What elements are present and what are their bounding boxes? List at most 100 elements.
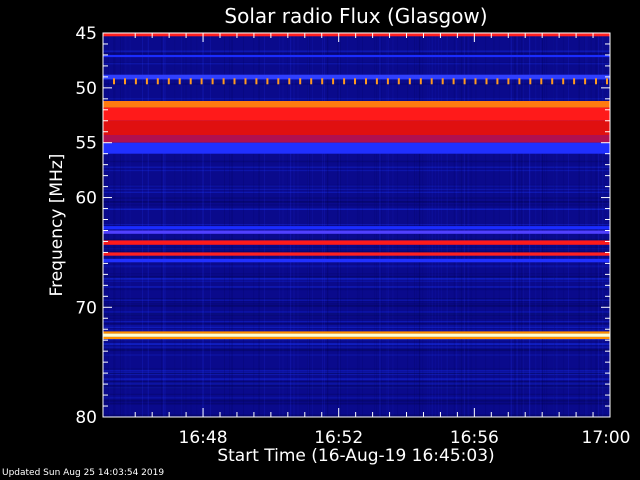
noise-column [163, 33, 164, 417]
noise-column [203, 33, 205, 417]
noise-streak [103, 62, 610, 63]
noise-column [469, 33, 471, 417]
periodic-spike [485, 78, 488, 85]
y-axis-label-unit: MHz [47, 160, 67, 196]
noise-streak [103, 301, 610, 302]
noise-column [243, 33, 244, 417]
noise-column [202, 33, 203, 417]
noise-column [541, 33, 543, 417]
emission-band [103, 120, 610, 136]
noise-column [510, 33, 511, 417]
x-tick-label: 16:48 [179, 428, 228, 448]
noise-streak [103, 373, 610, 376]
emission-band [103, 252, 610, 256]
periodic-spike [134, 78, 137, 85]
noise-column [375, 33, 377, 417]
periodic-spike [310, 78, 313, 85]
noise-column [282, 33, 284, 417]
noise-column [523, 33, 524, 417]
emission-band [103, 107, 610, 121]
noise-column [163, 33, 165, 417]
noise-streak [103, 311, 610, 313]
noise-column [514, 33, 516, 417]
noise-column [446, 33, 448, 417]
noise-column [464, 33, 465, 417]
periodic-spike [233, 78, 236, 85]
noise-streak [103, 248, 610, 250]
periodic-spike [167, 78, 170, 85]
noise-streak [103, 321, 610, 323]
noise-column [590, 33, 592, 417]
noise-column [553, 33, 555, 417]
noise-column [340, 33, 341, 417]
noise-column [556, 33, 558, 417]
noise-streak [103, 302, 610, 305]
noise-column [416, 33, 418, 417]
noise-column [327, 33, 329, 417]
noise-streak [103, 277, 610, 280]
periodic-spike [595, 78, 597, 85]
noise-column [114, 33, 116, 417]
noise-column [456, 33, 458, 417]
periodic-spike [408, 78, 411, 85]
noise-column [542, 33, 544, 417]
noise-streak [103, 286, 610, 288]
noise-streak [103, 305, 610, 307]
noise-column [397, 33, 398, 417]
noise-streak [103, 368, 610, 370]
noise-column [516, 33, 518, 417]
noise-streak [103, 288, 610, 291]
noise-column [125, 33, 127, 417]
noise-column [231, 33, 233, 417]
noise-streak [103, 185, 610, 187]
noise-column [181, 33, 183, 417]
noise-column [392, 33, 394, 417]
noise-column [109, 33, 110, 417]
noise-column [586, 33, 588, 417]
noise-column [509, 33, 511, 417]
update-timestamp: Updated Sun Aug 25 14:03:54 2019 [2, 468, 165, 478]
noise-streak [103, 265, 610, 268]
periodic-spike [321, 78, 324, 85]
noise-column [459, 33, 461, 417]
periodic-spike [365, 78, 367, 85]
noise-column [544, 33, 545, 417]
periodic-spike [375, 78, 378, 85]
noise-column [346, 33, 348, 417]
noise-streak [103, 170, 610, 172]
noise-column [174, 33, 176, 417]
periodic-spike [463, 78, 466, 85]
noise-column [253, 33, 255, 417]
noise-streak [103, 250, 610, 253]
noise-streak [103, 325, 610, 327]
periodic-spike [419, 78, 422, 85]
noise-streak [103, 345, 610, 347]
noise-column [164, 33, 166, 417]
noise-column [356, 33, 358, 417]
noise-column [380, 33, 382, 417]
noise-column [607, 33, 609, 417]
y-tick-label: 45 [75, 24, 97, 44]
noise-column [418, 33, 420, 417]
noise-column [142, 33, 143, 417]
noise-column [120, 33, 121, 417]
noise-streak [103, 275, 610, 278]
noise-streak [103, 191, 610, 193]
x-axis-label: Start Time (16-Aug-19 16:45:03) [217, 446, 494, 466]
noise-streak [103, 197, 610, 199]
noise-streak [103, 298, 610, 300]
noise-column [309, 33, 310, 417]
noise-streak [103, 338, 610, 341]
noise-streak [103, 238, 610, 241]
noise-streak [103, 372, 610, 375]
noise-column [466, 33, 467, 417]
noise-streak [103, 184, 610, 186]
emission-band [103, 74, 610, 80]
noise-streak [103, 346, 610, 348]
noise-streak [103, 248, 610, 250]
periodic-spike [518, 78, 521, 85]
noise-column [542, 33, 543, 417]
periodic-spike [332, 78, 335, 85]
noise-streak [103, 160, 610, 163]
periodic-spike [562, 78, 565, 85]
